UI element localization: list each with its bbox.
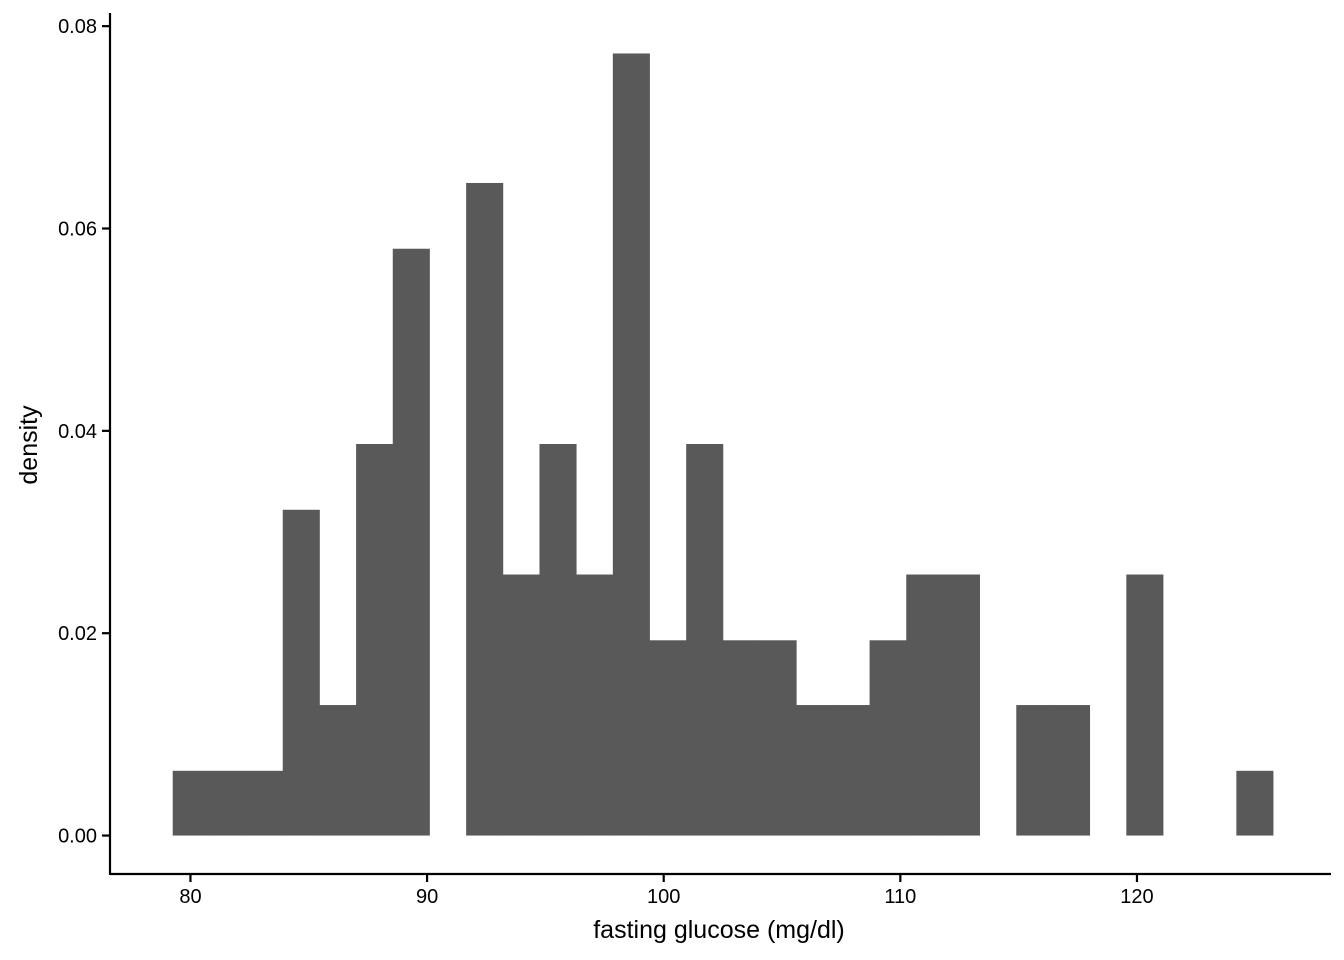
histogram-bar-3 [282,509,320,836]
y-tick-label-4: 0.08 [58,16,97,38]
histogram-bar-20 [906,574,944,836]
histogram-bar-6 [392,248,430,836]
x-tick-label-4: 120 [1120,886,1153,908]
y-axis-ticks: 0.00 0.02 0.04 0.06 0.08 [58,16,110,848]
histogram-bar-10 [539,444,577,836]
histogram-bar-13 [649,640,687,836]
histogram-bar-9 [502,574,540,836]
histogram-bar-12 [612,53,650,836]
histogram-bar-4 [319,705,357,836]
histogram-bar-0 [172,770,210,836]
y-tick-label-0: 0.00 [58,826,97,848]
histogram-bar-29 [1236,770,1274,836]
y-axis-title: density [15,405,43,485]
y-tick-label-3: 0.06 [58,219,97,241]
x-axis-title: fasting glucose (mg/dl) [593,916,845,944]
histogram-bar-21 [942,574,981,836]
histogram-bar-17 [796,705,834,836]
x-tick-label-2: 100 [647,886,680,908]
histogram-bar-2 [246,770,284,836]
histogram-bar-23 [1016,705,1054,836]
histogram-bar-15 [722,640,760,836]
histogram-bar-8 [466,182,504,836]
histogram-bar-18 [832,705,870,836]
x-tick-label-1: 90 [416,886,438,908]
histogram-bars [172,53,1274,836]
x-tick-label-0: 80 [179,886,201,908]
x-axis-ticks: 80 90 100 110 120 [179,874,1154,908]
histogram-bar-11 [576,574,614,836]
y-tick-label-2: 0.04 [58,421,97,443]
histogram-bar-19 [869,640,907,836]
histogram-bar-24 [1052,705,1091,836]
histogram-bar-26 [1126,574,1164,836]
y-tick-label-1: 0.02 [58,623,97,645]
histogram-bar-1 [209,770,247,836]
histogram-bar-14 [686,444,724,836]
x-tick-label-3: 110 [884,886,916,908]
histogram-bar-16 [759,640,797,836]
histogram-bar-5 [356,444,394,836]
